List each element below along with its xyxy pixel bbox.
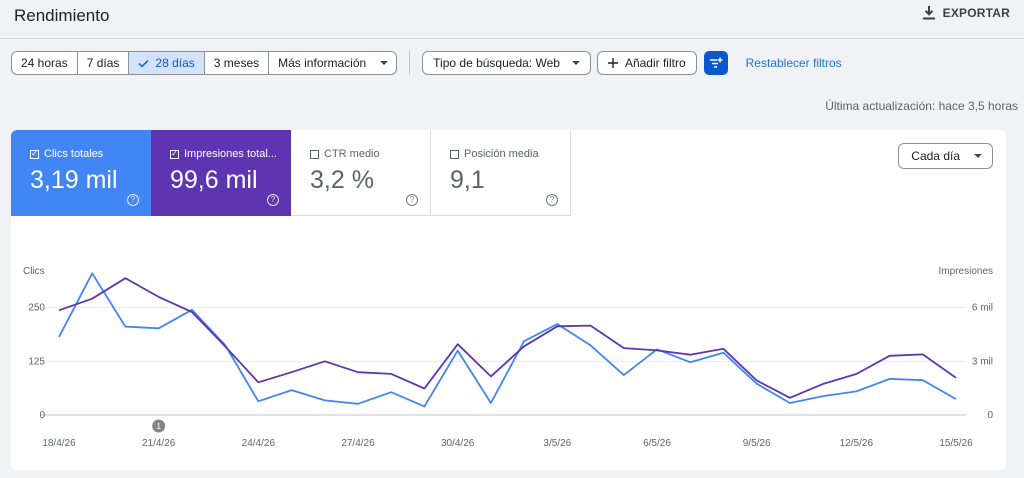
more-info-dropdown[interactable]: Más información bbox=[269, 52, 396, 74]
x-tick-label: 9/5/26 bbox=[743, 438, 771, 449]
download-icon bbox=[922, 6, 935, 20]
chevron-down-icon bbox=[974, 154, 982, 158]
x-tick-label: 21/4/26 bbox=[142, 438, 176, 449]
x-tick-label: 27/4/26 bbox=[341, 438, 375, 449]
x-tick-label: 30/4/26 bbox=[441, 438, 475, 449]
help-icon[interactable]: ? bbox=[127, 194, 139, 206]
x-tick-label: 12/5/26 bbox=[840, 438, 874, 449]
left-axis-ticks: 3752501250 bbox=[28, 303, 45, 421]
chart-grid bbox=[41, 307, 966, 416]
chart-lines bbox=[58, 272, 957, 408]
left-tick-label: 125 bbox=[28, 356, 45, 367]
range-3m-label: 3 meses bbox=[213, 56, 260, 70]
range-7d-label: 7 días bbox=[86, 56, 120, 70]
annotation-label: 1 bbox=[156, 422, 161, 431]
last-update-text: Última actualización: hace 3,5 horas bbox=[825, 99, 1018, 113]
date-range-selector: 24 horas 7 días 28 días 3 meses Más info… bbox=[11, 51, 398, 75]
right-tick-label: 3 mil bbox=[972, 356, 993, 367]
range-24h-button[interactable]: 24 horas bbox=[12, 52, 78, 74]
metric-impressions-label: Impresiones total... bbox=[184, 148, 277, 160]
filter-divider bbox=[409, 51, 411, 75]
metric-position-label: Posición media bbox=[464, 148, 539, 160]
search-type-dropdown[interactable]: Tipo de búsqueda: Web bbox=[422, 51, 591, 75]
granularity-dropdown[interactable]: Cada día bbox=[898, 143, 993, 169]
metric-clicks-label: Clics totales bbox=[44, 148, 104, 160]
chart-annotation[interactable]: 1 bbox=[152, 419, 166, 433]
x-tick-label: 24/4/26 bbox=[242, 438, 276, 449]
chevron-down-icon bbox=[380, 61, 389, 65]
right-tick-label: 0 bbox=[987, 410, 993, 421]
metric-position-value: 9,1 bbox=[450, 166, 485, 194]
x-tick-label: 6/5/26 bbox=[643, 438, 671, 449]
left-tick-label: 250 bbox=[28, 303, 45, 314]
metric-ctr-label: CTR medio bbox=[324, 148, 380, 160]
metric-impressions-value: 99,6 mil bbox=[170, 166, 258, 194]
filter-list-icon bbox=[709, 57, 723, 68]
checkbox-checked-icon[interactable]: ✓ bbox=[170, 149, 179, 159]
right-axis-label: Impresiones bbox=[939, 266, 993, 277]
left-axis-label: Clics bbox=[23, 266, 45, 277]
series-line-impresiones bbox=[58, 277, 957, 399]
x-axis-ticks: 18/4/26 21/4/26 24/4/26 27/4/26 30/4/26 3/5/2… bbox=[42, 438, 973, 449]
performance-chart: Clics Impresiones 3752501250 9 mil6 mil3… bbox=[23, 266, 994, 449]
help-icon[interactable]: ? bbox=[267, 194, 279, 206]
add-filter-label: Añadir filtro bbox=[624, 56, 686, 70]
filter-settings-button[interactable] bbox=[703, 51, 728, 75]
metric-impressions[interactable]: ✓ Impresiones total... 99,6 mil ? bbox=[151, 130, 291, 216]
more-info-label: Más información bbox=[278, 56, 367, 70]
range-3m-button[interactable]: 3 meses bbox=[205, 52, 270, 74]
metric-ctr-value: 3,2 % bbox=[310, 166, 374, 194]
range-7d-button[interactable]: 7 días bbox=[78, 52, 130, 74]
x-tick-label: 3/5/26 bbox=[543, 438, 571, 449]
metric-ctr[interactable]: CTR medio 3,2 % ? bbox=[291, 130, 431, 216]
series-line-clics bbox=[58, 272, 957, 408]
x-tick-label: 15/5/26 bbox=[939, 438, 973, 449]
checkbox-unchecked-icon[interactable] bbox=[310, 149, 319, 159]
metric-clicks[interactable]: ✓ Clics totales 3,19 mil ? bbox=[11, 130, 151, 216]
help-icon[interactable]: ? bbox=[406, 194, 418, 206]
checkbox-unchecked-icon[interactable] bbox=[450, 149, 459, 159]
help-icon[interactable]: ? bbox=[546, 194, 558, 206]
range-24h-label: 24 horas bbox=[21, 56, 68, 70]
annotation-marker[interactable] bbox=[152, 419, 166, 433]
metric-position[interactable]: Posición media 9,1 ? bbox=[431, 130, 571, 216]
search-type-label: Tipo de búsqueda: Web bbox=[433, 56, 560, 70]
top-bar: Rendimiento EXPORTAR bbox=[0, 0, 1024, 39]
export-button[interactable]: EXPORTAR bbox=[922, 6, 1010, 20]
chevron-down-icon bbox=[571, 61, 580, 65]
range-28d-label: 28 días bbox=[155, 56, 195, 70]
add-filter-button[interactable]: Añadir filtro bbox=[596, 51, 697, 75]
performance-card: ✓ Clics totales 3,19 mil ? ✓ Impresiones t… bbox=[11, 130, 1006, 470]
check-icon bbox=[138, 59, 149, 68]
x-tick-label: 18/4/26 bbox=[42, 438, 76, 449]
plus-icon bbox=[607, 58, 618, 68]
right-tick-label: 6 mil bbox=[972, 303, 993, 314]
reset-filters-link[interactable]: Restablecer filtros bbox=[745, 56, 842, 70]
page-title: Rendimiento bbox=[14, 6, 110, 25]
filter-bar: 24 horas 7 días 28 días 3 meses Más info… bbox=[11, 51, 842, 75]
range-28d-button[interactable]: 28 días bbox=[129, 52, 205, 74]
export-label: EXPORTAR bbox=[942, 6, 1010, 20]
granularity-label: Cada día bbox=[911, 149, 960, 163]
metric-clicks-value: 3,19 mil bbox=[30, 166, 118, 194]
left-tick-label: 0 bbox=[39, 410, 45, 421]
checkbox-checked-icon[interactable]: ✓ bbox=[30, 149, 39, 159]
